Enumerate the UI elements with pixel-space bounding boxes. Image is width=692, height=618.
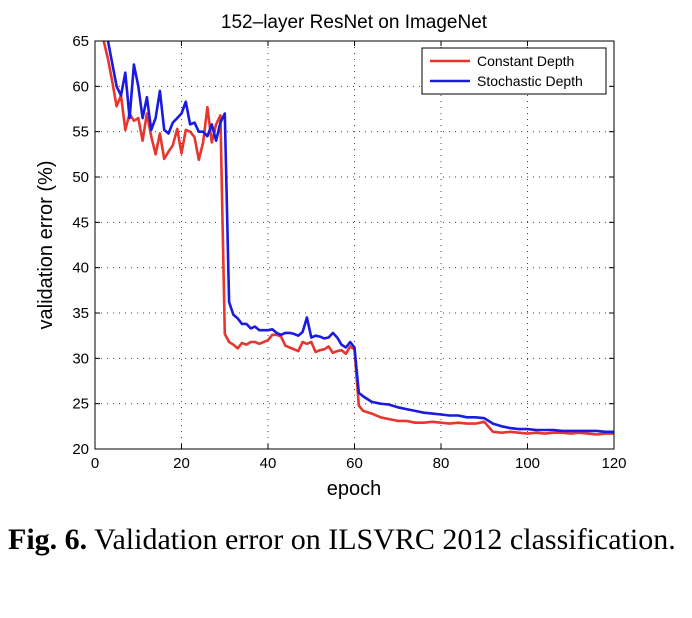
y-tick-label: 25 xyxy=(72,396,89,413)
legend-box xyxy=(421,47,607,95)
x-tick-label: 80 xyxy=(433,455,450,472)
ticks xyxy=(94,40,615,450)
y-tick-label: 35 xyxy=(72,305,89,322)
legend: Constant Depth Stochastic Depth xyxy=(421,47,607,95)
y-tick-label: 55 xyxy=(72,124,89,141)
x-tick-label: 120 xyxy=(601,455,626,472)
series-line-stochastic-depth xyxy=(106,41,614,434)
chart-title: 152–layer ResNet on ImageNet xyxy=(221,12,488,33)
x-tick-label: 40 xyxy=(260,455,277,472)
figure-caption: Fig. 6. Validation error on ILSVRC 2012 … xyxy=(8,520,684,560)
y-tick-label: 45 xyxy=(72,214,89,231)
x-tick-label: 100 xyxy=(515,455,540,472)
y-tick-label: 65 xyxy=(72,33,89,50)
x-tick-label: 60 xyxy=(346,455,363,472)
legend-label-stochastic-depth: Stochastic Depth xyxy=(477,73,583,89)
y-tick-label: 20 xyxy=(72,441,89,458)
caption-label: Fig. 6. xyxy=(8,523,88,556)
y-tick-label: 60 xyxy=(72,78,89,95)
x-tick-labels: 0 20 40 60 80 100 120 xyxy=(91,455,627,472)
line-chart: 152–layer ResNet on ImageNet 0 20 40 60 80 10… xyxy=(35,12,627,500)
grid xyxy=(95,41,614,449)
y-tick-labels: 20 25 30 35 40 45 50 55 60 65 xyxy=(72,33,89,458)
caption-text: Validation error on ILSVRC 2012 classifi… xyxy=(94,523,676,556)
series-line-constant-depth xyxy=(102,41,614,436)
y-tick-label: 50 xyxy=(72,169,89,186)
x-tick-label: 0 xyxy=(91,455,99,472)
legend-label-constant-depth: Constant Depth xyxy=(477,53,574,69)
y-axis-label: validation error (%) xyxy=(35,161,57,330)
y-tick-label: 30 xyxy=(72,350,89,367)
x-tick-label: 20 xyxy=(173,455,190,472)
x-axis-label: epoch xyxy=(327,478,382,500)
y-tick-label: 40 xyxy=(72,260,89,277)
series-layer xyxy=(102,41,614,436)
